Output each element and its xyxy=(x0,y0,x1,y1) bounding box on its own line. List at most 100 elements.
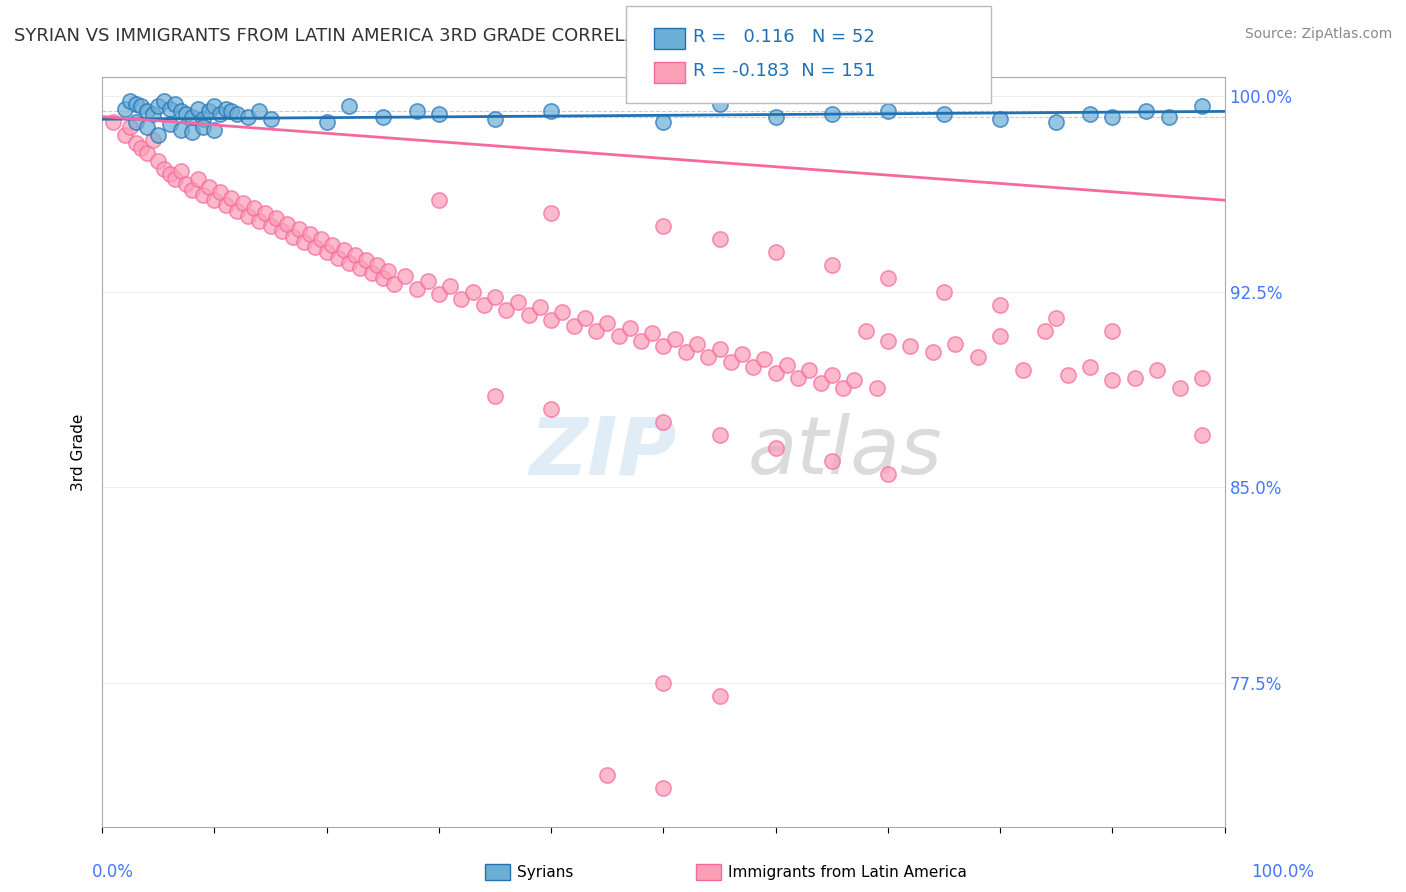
Point xyxy=(165,96,187,111)
Point xyxy=(877,104,900,119)
Point xyxy=(204,193,226,207)
Point xyxy=(259,112,281,127)
Point xyxy=(148,153,170,168)
Point xyxy=(193,120,215,134)
Point xyxy=(259,219,281,234)
Point xyxy=(1157,110,1180,124)
Point xyxy=(821,259,844,273)
Point xyxy=(1191,370,1213,384)
Point xyxy=(439,279,461,293)
Point xyxy=(619,321,641,335)
Point xyxy=(103,115,125,129)
Point xyxy=(204,122,226,136)
Point xyxy=(148,128,170,142)
Point xyxy=(153,94,176,108)
Point xyxy=(652,415,675,429)
Point xyxy=(709,428,731,442)
Point xyxy=(900,339,922,353)
Text: atlas: atlas xyxy=(748,413,942,491)
Point xyxy=(198,104,221,119)
Point xyxy=(236,209,259,223)
Point xyxy=(1101,110,1123,124)
Point xyxy=(877,271,900,285)
Point xyxy=(198,180,221,194)
Y-axis label: 3rd Grade: 3rd Grade xyxy=(72,414,86,491)
Point xyxy=(641,326,664,341)
Point xyxy=(247,214,270,228)
Point xyxy=(253,206,276,220)
Point xyxy=(416,274,439,288)
Point xyxy=(943,336,966,351)
Point xyxy=(276,217,298,231)
Point xyxy=(709,96,731,111)
Point xyxy=(675,344,697,359)
Point xyxy=(754,352,776,367)
Point xyxy=(821,107,844,121)
Point xyxy=(517,308,540,322)
Point xyxy=(765,441,787,455)
Point xyxy=(1045,115,1067,129)
Point xyxy=(321,237,343,252)
Point xyxy=(360,266,382,280)
Point xyxy=(221,104,243,119)
Point xyxy=(215,198,238,212)
Point xyxy=(921,344,943,359)
Point xyxy=(427,287,450,301)
Point xyxy=(652,676,675,690)
Point xyxy=(988,297,1011,311)
Point xyxy=(697,350,720,364)
Point xyxy=(315,245,337,260)
Point xyxy=(461,285,484,299)
Point xyxy=(765,110,787,124)
Point xyxy=(377,263,399,277)
Point xyxy=(652,780,675,795)
Point xyxy=(292,235,315,249)
Point xyxy=(585,324,607,338)
Point xyxy=(1033,324,1056,338)
Point xyxy=(181,183,204,197)
Point xyxy=(709,232,731,246)
Point xyxy=(148,99,170,113)
Point xyxy=(932,285,955,299)
Point xyxy=(281,229,304,244)
Point xyxy=(215,102,238,116)
Point xyxy=(776,358,799,372)
Point xyxy=(120,94,142,108)
Point xyxy=(607,329,630,343)
Point xyxy=(153,161,176,176)
Point xyxy=(187,102,209,116)
Point xyxy=(932,107,955,121)
Point xyxy=(371,110,394,124)
Point xyxy=(720,355,742,369)
Point xyxy=(193,188,215,202)
Point xyxy=(142,107,165,121)
Point xyxy=(187,172,209,186)
Point xyxy=(221,190,243,204)
Point xyxy=(371,271,394,285)
Point xyxy=(427,193,450,207)
Point xyxy=(765,245,787,260)
Point xyxy=(343,248,366,262)
Point xyxy=(596,767,619,781)
Point xyxy=(176,178,198,192)
Point xyxy=(765,366,787,380)
Point xyxy=(540,402,562,417)
Text: Immigrants from Latin America: Immigrants from Latin America xyxy=(728,865,967,880)
Point xyxy=(596,316,619,330)
Text: R =   0.116   N = 52: R = 0.116 N = 52 xyxy=(693,29,875,46)
Point xyxy=(810,376,832,390)
Point xyxy=(877,467,900,482)
Point xyxy=(799,363,821,377)
Point xyxy=(159,167,181,181)
Point xyxy=(236,110,259,124)
Point xyxy=(506,295,529,310)
Text: ZIP: ZIP xyxy=(529,413,676,491)
Point xyxy=(709,690,731,704)
Point xyxy=(540,104,562,119)
Point xyxy=(988,329,1011,343)
Point xyxy=(332,243,354,257)
Point xyxy=(652,219,675,234)
Point xyxy=(170,122,193,136)
Point xyxy=(1056,368,1078,383)
Point xyxy=(287,222,309,236)
